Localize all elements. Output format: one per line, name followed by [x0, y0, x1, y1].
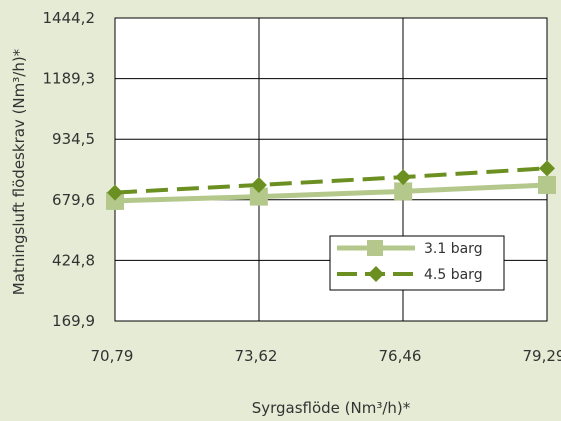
legend-marker-3-1-barg: [367, 240, 383, 256]
y-tick-label: 934,5: [52, 130, 95, 148]
data-point-square: [249, 187, 268, 206]
y-tick-label: 169,9: [52, 312, 95, 330]
y-axis-title: Matningsluft flödeskrav (Nm³/h)*: [10, 48, 28, 295]
data-point-diamond: [395, 169, 412, 186]
y-tick-label: 1189,3: [43, 70, 96, 88]
data-point-diamond: [250, 176, 267, 193]
data-point-diamond: [539, 160, 555, 177]
data-point-square: [394, 182, 413, 201]
series-line-0: [114, 182, 548, 204]
series-layer: [106, 160, 556, 210]
y-tick-label: 424,8: [52, 251, 95, 269]
x-tick-label: 70,79: [91, 347, 134, 365]
x-tick-labels: 70,79 73,62 76,46 79,29: [91, 347, 561, 365]
data-point-diamond: [107, 184, 123, 201]
x-tick-label: 76,46: [379, 347, 422, 365]
x-axis-title: Syrgasflöde (Nm³/h)*: [252, 399, 411, 417]
series-line-1: [114, 166, 548, 195]
y-tick-labels: 169,9 424,8 679,6 934,5 1189,3 1444,2: [43, 9, 96, 330]
legend: 3.1 barg 4.5 barg: [329, 235, 505, 291]
y-tick-label: 679,6: [52, 191, 95, 209]
x-tick-label: 73,62: [235, 347, 278, 365]
legend-box: [329, 235, 505, 291]
data-point-square: [106, 191, 124, 210]
data-point-square: [538, 175, 556, 194]
legend-label-4-5-barg: 4.5 barg: [424, 267, 483, 283]
y-tick-label: 1444,2: [43, 9, 96, 27]
legend-marker-4-5-barg: [368, 266, 384, 282]
x-tick-label: 79,29: [523, 347, 561, 365]
legend-label-3-1-barg: 3.1 barg: [424, 241, 483, 257]
